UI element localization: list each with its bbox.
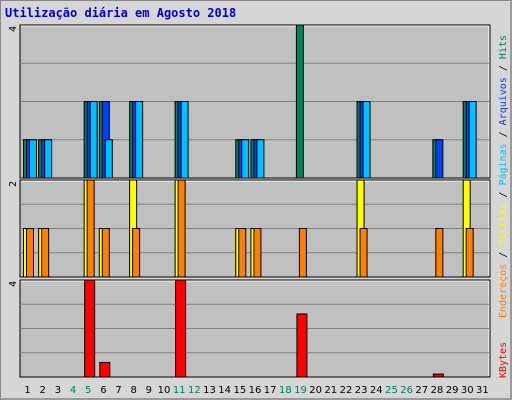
legend-kbytes: KBytes [498,342,509,378]
x-tick-label-day-8: 8 [131,385,137,396]
x-tick-label-day-26: 26 [400,385,413,396]
x-tick-label-day-21: 21 [324,385,337,396]
x-tick-label-day-31: 31 [476,385,489,396]
x-tick-label-day-2: 2 [40,385,46,396]
legend-visits: Visitas [498,204,509,246]
x-tick-label-day-5: 5 [85,385,91,396]
sites-bar-day-11 [178,180,185,277]
x-tick-label-day-4: 4 [70,385,76,396]
sites-bar-day-16 [254,229,261,278]
pages-bar-day-16 [257,140,264,178]
y-tick-label: 2 [8,181,19,187]
legend-top: Endereços / Visitas / Páginas / Arquivos… [497,35,509,318]
x-tick-label-day-27: 27 [415,385,428,396]
pages-bar-day-15 [242,140,249,178]
sites-bar-day-1 [27,229,34,278]
pages-bar-day-6 [105,140,112,178]
x-tick-label-day-14: 14 [218,385,231,396]
x-tick-label-day-9: 9 [146,385,152,396]
x-tick-label-day-30: 30 [461,385,474,396]
legend-separator: / [498,246,509,264]
sites-bar-day-6 [102,229,109,278]
pages-bar-day-11 [181,102,188,179]
sites-bar-day-23 [360,229,367,278]
x-tick-label-day-25: 25 [385,385,398,396]
x-tick-label-day-19: 19 [294,385,307,396]
x-tick-label-day-10: 10 [158,385,171,396]
kbytes-bar-day-6 [100,362,110,377]
x-tick-label-day-22: 22 [340,385,353,396]
kbytes-bar-day-28 [433,374,443,377]
pages-bar-day-30 [469,102,476,179]
sites-bar-day-8 [133,229,140,278]
pages-bar-day-23 [363,102,370,179]
x-tick-label-day-20: 20 [309,385,322,396]
x-tick-label-day-7: 7 [115,385,121,396]
legend-sites: Endereços [498,264,509,318]
x-tick-label-day-16: 16 [249,385,262,396]
x-tick-label-day-11: 11 [173,385,186,396]
x-tick-label-day-15: 15 [233,385,246,396]
x-tick-label-day-12: 12 [188,385,201,396]
pages-bar-day-1 [30,140,37,178]
kbytes-bar-day-5 [85,280,95,377]
y-tick-label: 4 [8,26,19,32]
x-tick-label-day-6: 6 [100,385,106,396]
sites-bar-day-30 [466,229,473,278]
pages-bar-day-8 [136,102,143,179]
sites-bar-day-15 [239,229,246,278]
kbytes-bar-day-19 [297,314,307,377]
legend-bottom: KBytes [498,342,509,378]
legend-separator: / [498,59,509,77]
sites-bar-day-2 [42,229,49,278]
x-tick-label-day-17: 17 [264,385,277,396]
files-bar-day-28 [436,140,443,178]
x-tick-label-day-1: 1 [24,385,30,396]
legend-files: Arquivos [498,77,509,125]
x-tick-label-day-18: 18 [279,385,292,396]
kbytes-bar-day-11 [176,280,186,377]
sites-bar-day-19 [299,229,306,278]
pages-bar-day-2 [45,140,52,178]
legend-separator: / [498,125,509,143]
legend-separator: / [498,186,509,204]
x-tick-label-day-29: 29 [446,385,459,396]
legend-pages: Páginas [497,143,509,185]
x-tick-label-day-3: 3 [55,385,61,396]
pages-bar-day-5 [90,102,97,179]
sites-bar-day-5 [87,180,94,277]
y-tick-label: 4 [8,281,19,287]
x-tick-label-day-28: 28 [431,385,444,396]
legend-hits: Hits [498,35,509,59]
hits-bar-day-19 [296,25,303,178]
sites-bar-day-28 [436,229,443,278]
x-tick-label-day-23: 23 [355,385,368,396]
x-tick-label-day-13: 13 [203,385,216,396]
x-tick-label-day-24: 24 [370,385,383,396]
